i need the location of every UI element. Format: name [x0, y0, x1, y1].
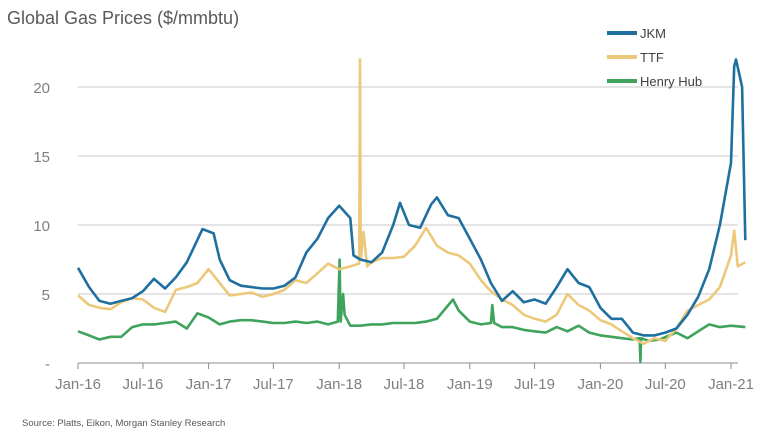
series-lines	[76, 58, 747, 363]
x-tick-label: Jul-16	[123, 376, 164, 393]
x-tick-label: Jul-17	[253, 376, 294, 393]
x-tick-label: Jan-17	[186, 376, 232, 393]
x-tick-label: Jul-18	[384, 376, 425, 393]
series-line-ttf	[77, 58, 746, 345]
x-tick-label: Jan-19	[447, 376, 493, 393]
x-tick-label: Jan-16	[55, 376, 101, 393]
x-tick-label: Jan-18	[316, 376, 362, 393]
x-tick-label: Jul-19	[514, 376, 555, 393]
gridlines	[78, 86, 738, 295]
legend: JKM TTF Henry Hub	[607, 26, 702, 89]
legend-label: Henry Hub	[640, 74, 702, 89]
y-tick-label: 10	[33, 218, 50, 235]
y-tick-label: 20	[33, 80, 50, 97]
x-axis: Jan-16 Jul-16 Jan-17 Jul-17 Jan-18 Jul-18 Jan-…	[55, 362, 754, 393]
source-note: Source: Platts, Eikon, Morgan Stanley Re…	[22, 418, 225, 429]
x-tick-label: Jan-20	[577, 376, 623, 393]
y-tick-label: -	[45, 356, 50, 373]
series-line-jkm	[76, 58, 747, 337]
y-tick-label: 15	[33, 149, 50, 166]
x-tick-label: Jul-20	[645, 376, 686, 393]
x-tick-label: Jan-21	[708, 376, 754, 393]
y-tick-label: 5	[42, 287, 50, 304]
y-axis: - 5 10 15 20	[33, 80, 50, 373]
legend-label: TTF	[640, 50, 664, 65]
chart-title: Global Gas Prices ($/mmbtu)	[7, 8, 239, 28]
legend-label: JKM	[640, 26, 666, 41]
